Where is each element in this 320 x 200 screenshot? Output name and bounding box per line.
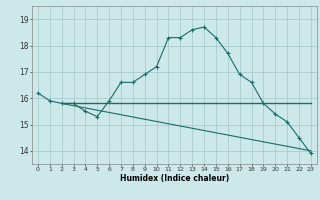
X-axis label: Humidex (Indice chaleur): Humidex (Indice chaleur)	[120, 174, 229, 183]
